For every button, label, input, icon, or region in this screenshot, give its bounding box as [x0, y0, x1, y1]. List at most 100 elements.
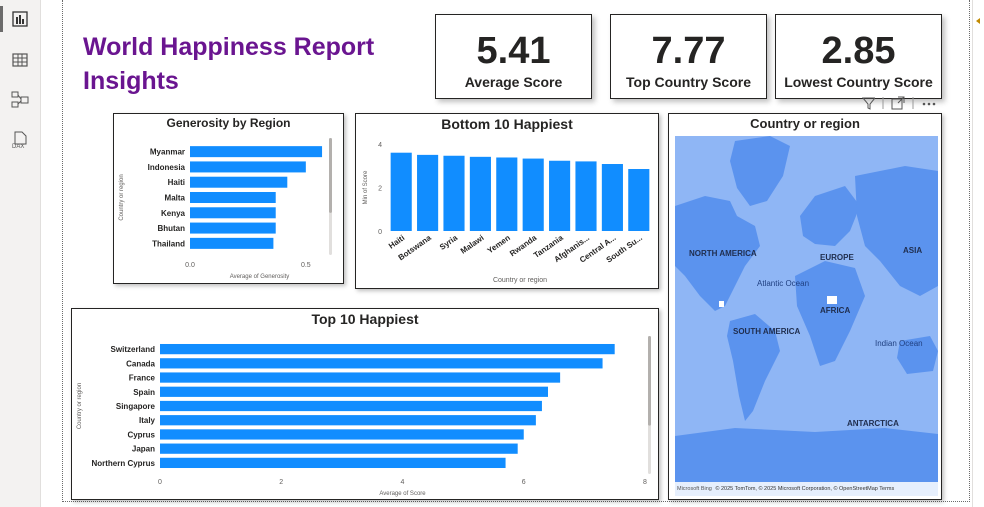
x-tick-label: 0: [158, 479, 162, 486]
land-australia: [897, 336, 938, 374]
no-data-region: [827, 296, 837, 304]
dax-icon: DAX: [12, 131, 27, 150]
right-pane-edge: [972, 0, 984, 507]
category-label: Haiti: [168, 178, 185, 187]
table-icon: [12, 53, 28, 67]
bar: [190, 207, 276, 219]
kpi-value: 7.77: [651, 30, 726, 72]
category-label: Indonesia: [148, 163, 186, 172]
world-map: NORTH AMERICA EUROPE ASIA Atlantic Ocean…: [675, 136, 938, 496]
generosity-chart[interactable]: Generosity by Region Myanmar Indonesia Hai…: [113, 113, 344, 284]
filter-icon[interactable]: [862, 96, 876, 110]
land-greenland: [730, 136, 790, 206]
category-label: Syria: [438, 233, 460, 252]
label-indian: Indian Ocean: [875, 339, 923, 348]
chart-title: Top 10 Happiest: [311, 311, 419, 327]
collapse-pane-icon[interactable]: [976, 18, 980, 24]
bar: [190, 222, 276, 234]
focus-mode-icon[interactable]: [891, 96, 905, 110]
category-label: France: [129, 374, 156, 383]
kpi-value: 5.41: [476, 30, 551, 72]
map-attribution[interactable]: © 2025 TomTom, © 2025 Microsoft Corporat…: [715, 486, 895, 492]
y-tick-label: 2: [378, 186, 382, 193]
label-north-america: NORTH AMERICA: [689, 249, 757, 258]
bar: [575, 161, 597, 231]
category-label: Northern Cyprus: [91, 459, 155, 468]
bar: [160, 415, 536, 426]
bar: [549, 160, 571, 231]
bar-chart-icon: [12, 11, 28, 27]
map-visual[interactable]: Country or region NORTH AMERICA EUROPE A…: [668, 113, 942, 500]
bar: [160, 400, 542, 412]
bing-logo: Microsoft Bing: [677, 486, 712, 492]
category-label: Myanmar: [150, 148, 185, 157]
separator-icon: [912, 97, 914, 109]
y-axis-label: Country or region: [77, 383, 83, 429]
bar: [190, 237, 274, 249]
label-asia: ASIA: [903, 246, 922, 255]
bar: [601, 164, 623, 231]
category-label: Malawi: [459, 233, 486, 255]
scrollbar-thumb: [648, 336, 651, 426]
map-canvas[interactable]: NORTH AMERICA EUROPE ASIA Atlantic Ocean…: [675, 136, 938, 496]
kpi-label: Top Country Score: [626, 74, 751, 90]
land-asia: [855, 166, 938, 296]
x-tick-label: 0.0: [185, 262, 195, 269]
bar: [160, 372, 561, 383]
land-europe: [800, 186, 860, 246]
bar: [160, 443, 518, 454]
y-tick-label: 0: [378, 229, 382, 236]
y-tick-label: 4: [378, 142, 382, 149]
bar: [190, 176, 288, 188]
land-north-america: [675, 196, 760, 311]
visual-header: [862, 95, 936, 111]
table-view-button[interactable]: [6, 46, 34, 74]
bar: [160, 429, 524, 440]
land-antarctica: [675, 428, 938, 496]
kpi-card-average[interactable]: 5.41 Average Score: [435, 14, 592, 99]
category-label: Thailand: [152, 239, 185, 248]
kpi-card-lowest[interactable]: 2.85 Lowest Country Score: [775, 14, 942, 99]
category-label: Japan: [132, 445, 155, 454]
bottom10-chart[interactable]: Bottom 10 Happiest Haiti Botswana Syria Mal…: [355, 113, 659, 289]
kpi-value: 2.85: [821, 30, 896, 72]
bar: [496, 157, 518, 231]
x-tick-label: 2: [279, 479, 283, 486]
category-label: Haiti: [387, 233, 406, 250]
land-south-america: [727, 314, 780, 421]
category-label: Italy: [139, 416, 156, 425]
kpi-label: Lowest Country Score: [784, 74, 933, 90]
kpi-label: Average Score: [464, 74, 563, 90]
active-view-indicator: [0, 6, 3, 32]
x-tick-label: 0.5: [301, 262, 311, 269]
kpi-card-top[interactable]: 7.77 Top Country Score: [610, 14, 767, 99]
bar: [160, 343, 615, 355]
label-atlantic: Atlantic Ocean: [757, 279, 809, 288]
bar: [190, 146, 323, 158]
y-axis-label: Min of Score: [363, 170, 369, 204]
category-label: Singapore: [116, 402, 156, 411]
bar: [522, 158, 544, 231]
category-label: Switzerland: [111, 345, 156, 354]
bar: [160, 358, 603, 369]
model-view-button[interactable]: [6, 86, 34, 114]
chart-title: Bottom 10 Happiest: [441, 116, 573, 132]
x-axis-label: Average of Score: [379, 491, 426, 497]
top10-chart[interactable]: Top 10 Happiest Switzerland Canada France S…: [71, 308, 659, 500]
chart-title: Generosity by Region: [166, 116, 291, 130]
dax-query-view-button[interactable]: DAX: [6, 126, 34, 154]
separator-icon: [882, 97, 884, 109]
view-rail: DAX: [0, 0, 41, 507]
land-africa: [795, 261, 865, 366]
category-label: Canada: [126, 359, 155, 368]
x-axis-label: Country or region: [493, 277, 547, 284]
category-label: Malta: [165, 194, 186, 203]
bar: [160, 457, 506, 469]
top10-svg: Switzerland Canada France Spain Singapore Ita…: [77, 336, 651, 497]
category-label: Cyprus: [127, 430, 155, 439]
bar: [190, 161, 306, 173]
report-view-button[interactable]: [6, 5, 34, 33]
more-options-icon[interactable]: [921, 96, 936, 110]
bar: [190, 191, 276, 204]
map-attribution-bar: Microsoft Bing © 2025 TomTom, © 2025 Mic…: [675, 482, 938, 496]
